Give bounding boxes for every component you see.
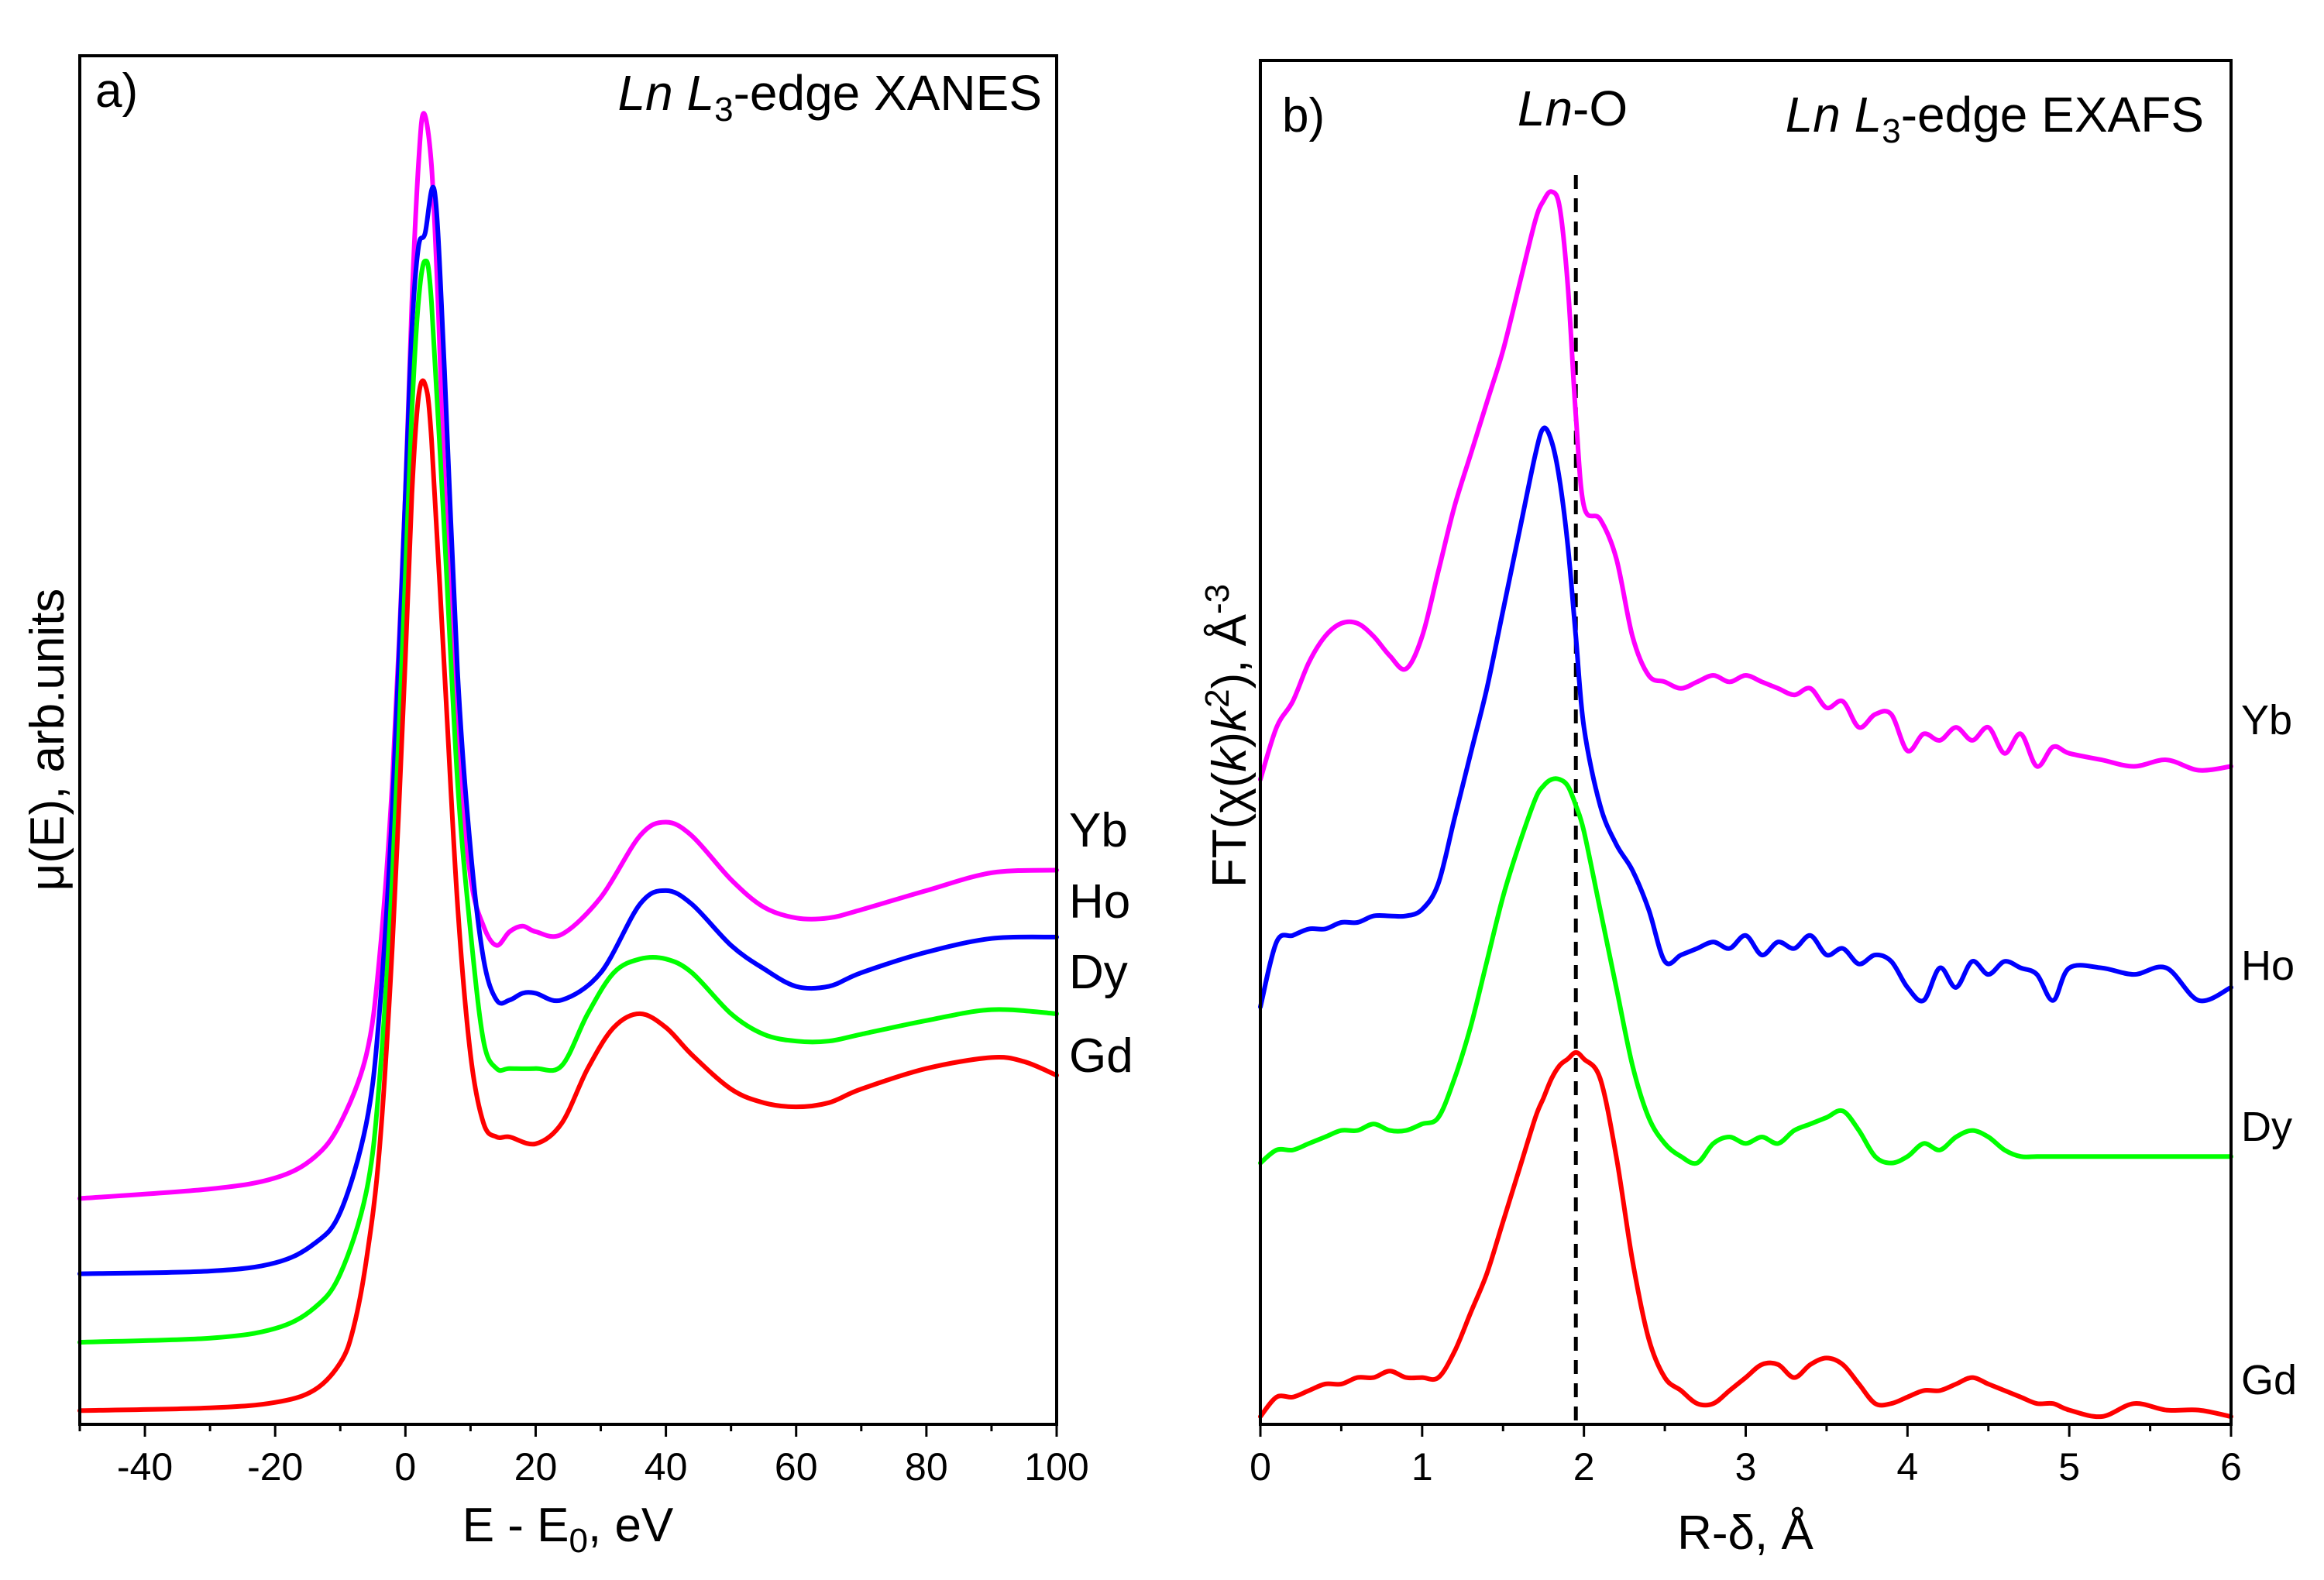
panel-a-x-tick-label: 20: [514, 1445, 558, 1489]
panel-b-title-l: L: [1855, 87, 1882, 143]
panel-a-xlabel-subscript: 0: [569, 1522, 588, 1560]
panel-b-x-tick-label: 0: [1250, 1445, 1271, 1489]
panel-a-series-gd-line: [77, 378, 1059, 1413]
panel-a-x-ticks: -40 -20 0 20 40 60 80 100: [78, 1424, 1089, 1489]
panel-b-ylabel-sup2: 2: [1198, 689, 1236, 707]
panel-a-title-subscript: 3: [714, 91, 733, 129]
panel-b-x-tick-label: 1: [1411, 1445, 1433, 1489]
panel-b-label: b): [1282, 89, 1325, 143]
panel-a-x-tick-label: -20: [247, 1445, 303, 1489]
panel-b-title-rest: -edge EXAFS: [1901, 87, 2204, 143]
panel-b-annotation-ln: Ln: [1518, 81, 1573, 136]
panel-b-ylabel-paren: ): [1203, 732, 1257, 748]
panel-b-ylabel-k1: k: [1203, 746, 1257, 772]
panel-a-x-tick-label: 0: [394, 1445, 416, 1489]
panel-a-series-labels: Yb Ho Dy Gd: [1069, 804, 1133, 1083]
panel-a-series-label-yb: Yb: [1069, 804, 1128, 857]
panel-b-x-tick-label: 5: [2058, 1445, 2080, 1489]
panel-a-title-l: L: [686, 65, 714, 121]
panel-a-x-tick-label: 80: [905, 1445, 948, 1489]
panel-b-series-label-gd: Gd: [2241, 1357, 2297, 1403]
panel-b-series-yb-line: [1258, 189, 2233, 782]
panel-a-title-rest: -edge XANES: [734, 65, 1042, 121]
panel-a-x-tick-label: -40: [117, 1445, 173, 1489]
panel-b-title: Ln L3-edge EXAFS: [1786, 87, 2204, 150]
panel-b-series-labels: Yb Ho Dy Gd: [2241, 697, 2297, 1403]
panel-b-annotation: Ln-O: [1518, 81, 1628, 136]
panel-a-x-tick-label: 60: [775, 1445, 818, 1489]
panel-b-x-tick-label: 6: [2220, 1445, 2242, 1489]
panel-a-series-ho-line: [77, 184, 1059, 1276]
panel-a-x-tick-label: 100: [1024, 1445, 1088, 1489]
panel-a-title: Ln L3-edge XANES: [618, 65, 1042, 129]
panel-a-plot-frame: [78, 54, 1058, 1426]
panel-a-label: a): [95, 64, 138, 118]
panel-a-x-tick-label: 40: [645, 1445, 688, 1489]
panel-b-y-axis-label: FT(χ(k)k2), Å-3: [1198, 584, 1257, 888]
panel-b-series-gd-line: [1258, 1049, 2233, 1420]
panel-a-series-label-ho: Ho: [1069, 875, 1130, 929]
panel-b-x-axis-label: R-δ, Å: [1677, 1506, 1813, 1560]
panel-b-series: [1258, 189, 2233, 1420]
panel-b-annotation-o: -O: [1573, 81, 1628, 136]
panel-a-series: [77, 111, 1059, 1413]
panel-b-title-space: [1841, 87, 1855, 143]
panel-b-title-subscript: 3: [1882, 112, 1900, 150]
panel-b-x-ticks: 0 1 2 3 4 5 6: [1250, 1424, 2242, 1489]
panel-b-ylabel-sup-neg3: -3: [1198, 584, 1236, 614]
panel-a-y-axis-label: μ(E), arb.units: [21, 589, 74, 891]
panel-b-title-ln: Ln: [1786, 87, 1841, 143]
panel-b-series-dy-line: [1258, 776, 2233, 1166]
panel-a-series-label-gd: Gd: [1069, 1029, 1133, 1083]
panel-a-xlabel-main: E - E: [462, 1499, 569, 1552]
panel-a-x-axis-label: E - E0, eV: [462, 1499, 674, 1560]
panel-b-ylabel-unit: ), Å: [1203, 613, 1257, 689]
panel-b-series-ho-line: [1258, 425, 2233, 1010]
panel-b-x-tick-label: 3: [1735, 1445, 1757, 1489]
panel-a-xlabel-unit: , eV: [588, 1499, 674, 1552]
panel-b-ylabel-ft: FT(χ(: [1203, 771, 1257, 888]
panel-b-series-label-dy: Dy: [2241, 1104, 2292, 1150]
panel-b-ylabel-k2: k: [1203, 706, 1257, 732]
panel-b-x-tick-label: 4: [1896, 1445, 1918, 1489]
panel-b-x-tick-label: 2: [1573, 1445, 1595, 1489]
panel-b-plot-frame: [1259, 59, 2233, 1426]
panel-a-series-yb-line: [77, 111, 1059, 1201]
panel-b-series-label-yb: Yb: [2241, 697, 2292, 744]
panel-a-title-space: [673, 65, 687, 121]
panel-b-series-label-ho: Ho: [2241, 943, 2295, 989]
panel-a-xanes-chart: -40 -20 0 20 40 60 80 100 a) Ln L3-edge XANES E…: [21, 54, 1133, 1560]
panel-a-series-label-dy: Dy: [1069, 946, 1128, 999]
panel-a-series-dy-line: [77, 258, 1059, 1345]
panel-a-title-ln: Ln: [618, 65, 673, 121]
